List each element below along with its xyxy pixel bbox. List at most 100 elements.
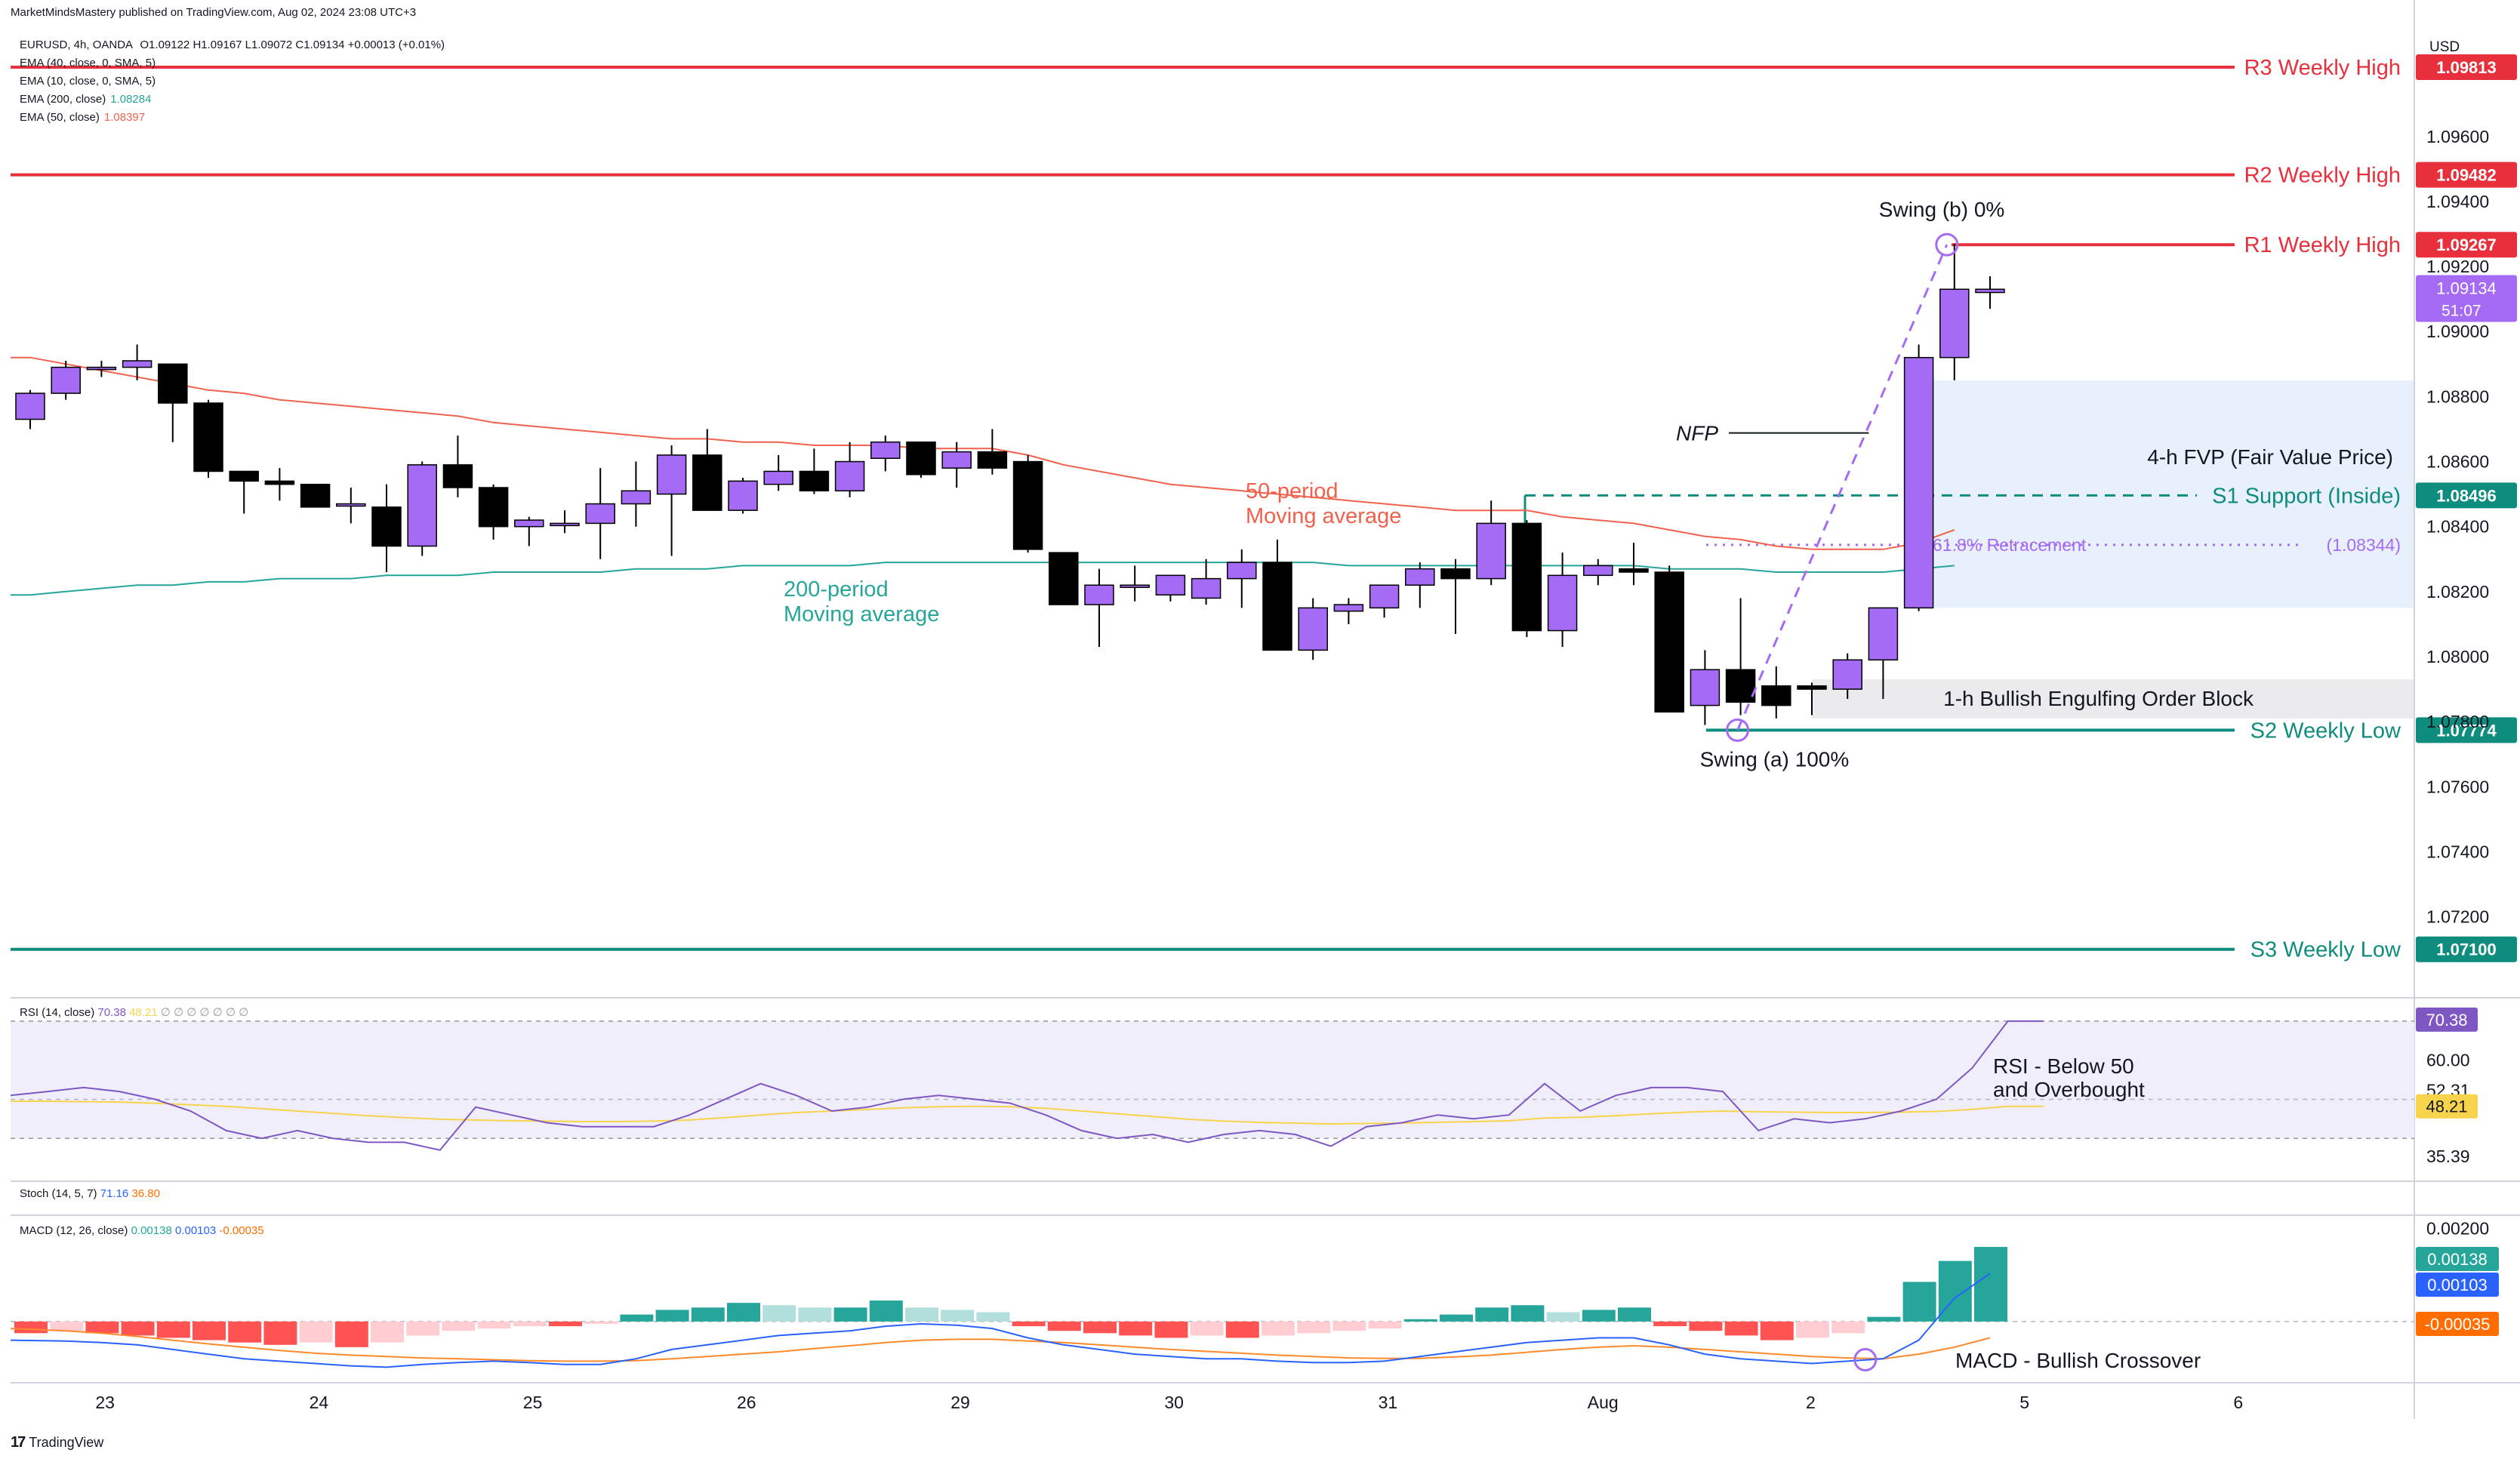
candle <box>1511 522 1542 632</box>
legend-symbol[interactable]: EURUSD, 4h, OANDA <box>20 38 133 51</box>
date-tick-3: 26 <box>737 1393 756 1412</box>
legend-ema10[interactable]: EMA (10, close, 0, SMA, 5) <box>20 72 445 91</box>
rsi-legend-rest: ∅ ∅ ∅ ∅ ∅ ∅ ∅ <box>160 1006 249 1019</box>
macd-hist-bar <box>406 1321 440 1336</box>
macd-hist-bar <box>1902 1282 1936 1322</box>
macd-hist-bar <box>1403 1319 1437 1322</box>
order-block-zone <box>1812 679 2414 719</box>
price-tick-1: 1.09400 <box>2426 192 2489 211</box>
date-tick-2: 25 <box>523 1393 543 1412</box>
candle <box>264 480 295 485</box>
price-tick-5: 1.08600 <box>2426 452 2489 472</box>
main-legend: EURUSD, 4h, OANDA O1.09122 H1.09167 L1.0… <box>20 36 445 127</box>
macd-hist-bar <box>1618 1307 1651 1322</box>
candle <box>1298 607 1328 651</box>
level-badge-text-0: 1.09813 <box>2436 58 2497 77</box>
legend-ema10-label: EMA (10, close, 0, SMA, 5) <box>20 75 156 88</box>
candle <box>1049 552 1079 605</box>
macd-hist-bar <box>14 1321 48 1334</box>
candle <box>1832 659 1862 690</box>
rsi-legend-label: RSI (14, close) <box>20 1006 95 1019</box>
legend-ema50[interactable]: EMA (50, close) 1.08397 <box>20 109 445 127</box>
macd-hist-bar <box>1190 1321 1224 1336</box>
nfp-label: NFP <box>1676 422 1718 445</box>
macd-hist-bar <box>1760 1321 1794 1340</box>
stoch-legend-label: Stoch (14, 5, 7) <box>20 1187 97 1200</box>
candle <box>799 470 830 492</box>
level-label-5: S3 Weekly Low <box>2250 938 2401 962</box>
current-price-badge <box>2416 275 2517 322</box>
candle <box>763 470 793 485</box>
candle <box>407 464 437 547</box>
candle <box>158 363 188 404</box>
macd-legend[interactable]: MACD (12, 26, close) 0.00138 0.00103 -0.… <box>20 1224 264 1237</box>
level-badge-text-1: 1.09482 <box>2436 166 2497 185</box>
macd-hist-bar <box>976 1312 1010 1322</box>
candle <box>621 490 652 505</box>
candle <box>1333 604 1364 612</box>
candle <box>550 522 580 527</box>
macd-hist-bar <box>1083 1321 1117 1334</box>
macd-hist-bar <box>1689 1321 1723 1331</box>
candle <box>1262 562 1292 651</box>
macd-hist-bar <box>1012 1321 1046 1327</box>
rsi-legend[interactable]: RSI (14, close) 70.38 48.21 ∅ ∅ ∅ ∅ ∅ ∅ … <box>20 1005 248 1019</box>
candle <box>1654 571 1684 713</box>
macd-hist-bar <box>941 1310 975 1322</box>
date-tick-4: 29 <box>950 1393 970 1412</box>
date-tick-0: 23 <box>95 1393 115 1412</box>
date-tick-5: 30 <box>1164 1393 1184 1412</box>
candle <box>478 487 509 528</box>
macd-hist-bar <box>1653 1321 1687 1327</box>
candle <box>977 451 1008 469</box>
level-label-4: S2 Weekly Low <box>2250 719 2401 743</box>
swing-b-marker <box>1935 232 1959 257</box>
ema50-label-1: 50-period <box>1246 479 1339 503</box>
macd-hist-bar <box>121 1321 155 1336</box>
price-tick-2: 1.09200 <box>2426 257 2489 276</box>
candle <box>1903 356 1934 609</box>
macd-crossover-marker <box>1853 1348 1878 1372</box>
currency-label[interactable]: USD <box>2429 39 2460 55</box>
rsi-legend-ma: 48.21 <box>129 1006 158 1019</box>
legend-ema40[interactable]: EMA (40, close, 0, SMA, 5) <box>20 54 445 72</box>
candle <box>15 392 45 420</box>
swing-trendline <box>1736 244 1949 731</box>
level-badge-1 <box>2416 162 2517 188</box>
rsi-legend-value: 70.38 <box>97 1006 126 1019</box>
macd-hist-bar <box>869 1300 903 1322</box>
macd-hist-bar <box>1974 1247 2007 1322</box>
macd-hist-bar <box>549 1321 582 1327</box>
ema50-line <box>11 356 1955 550</box>
candle <box>941 451 972 469</box>
candle <box>514 519 544 528</box>
candle <box>1476 522 1506 580</box>
rsi-band <box>11 1020 2414 1139</box>
level-badge-text-3: 1.08496 <box>2436 486 2497 505</box>
macd-hist-bar <box>1047 1321 1081 1331</box>
macd-hist-bar <box>228 1321 262 1343</box>
candle <box>229 470 259 482</box>
macd-hist-bar <box>1867 1316 1901 1322</box>
stoch-legend-d: 36.80 <box>131 1187 160 1200</box>
candle <box>1369 584 1400 609</box>
level-badge-2 <box>2416 232 2517 258</box>
level-badge-5 <box>2416 936 2517 962</box>
macd-hist-bar <box>1582 1310 1616 1322</box>
level-badge-3 <box>2416 482 2517 509</box>
rsi-tick-2: 35.39 <box>2426 1147 2470 1166</box>
candle <box>300 483 331 508</box>
stoch-legend[interactable]: Stoch (14, 5, 7) 71.16 36.80 <box>20 1187 160 1200</box>
candle <box>336 503 366 507</box>
price-tick-4: 1.08800 <box>2426 386 2489 406</box>
macd-value-badge-text: 0.00103 <box>2427 1276 2488 1294</box>
macd-hist-bar <box>85 1321 119 1334</box>
macd-hist-bar <box>1119 1321 1153 1336</box>
tradingview-logo[interactable]: 17 TradingView <box>11 1434 103 1451</box>
legend-ema200[interactable]: EMA (200, close) 1.08284 <box>20 91 445 109</box>
swing-b-label: Swing (b) 0% <box>1879 198 2005 221</box>
legend-ema40-label: EMA (40, close, 0, SMA, 5) <box>20 57 156 69</box>
price-tick-6: 1.08400 <box>2426 517 2489 537</box>
rsi-ma-badge-text: 48.21 <box>2426 1097 2467 1116</box>
